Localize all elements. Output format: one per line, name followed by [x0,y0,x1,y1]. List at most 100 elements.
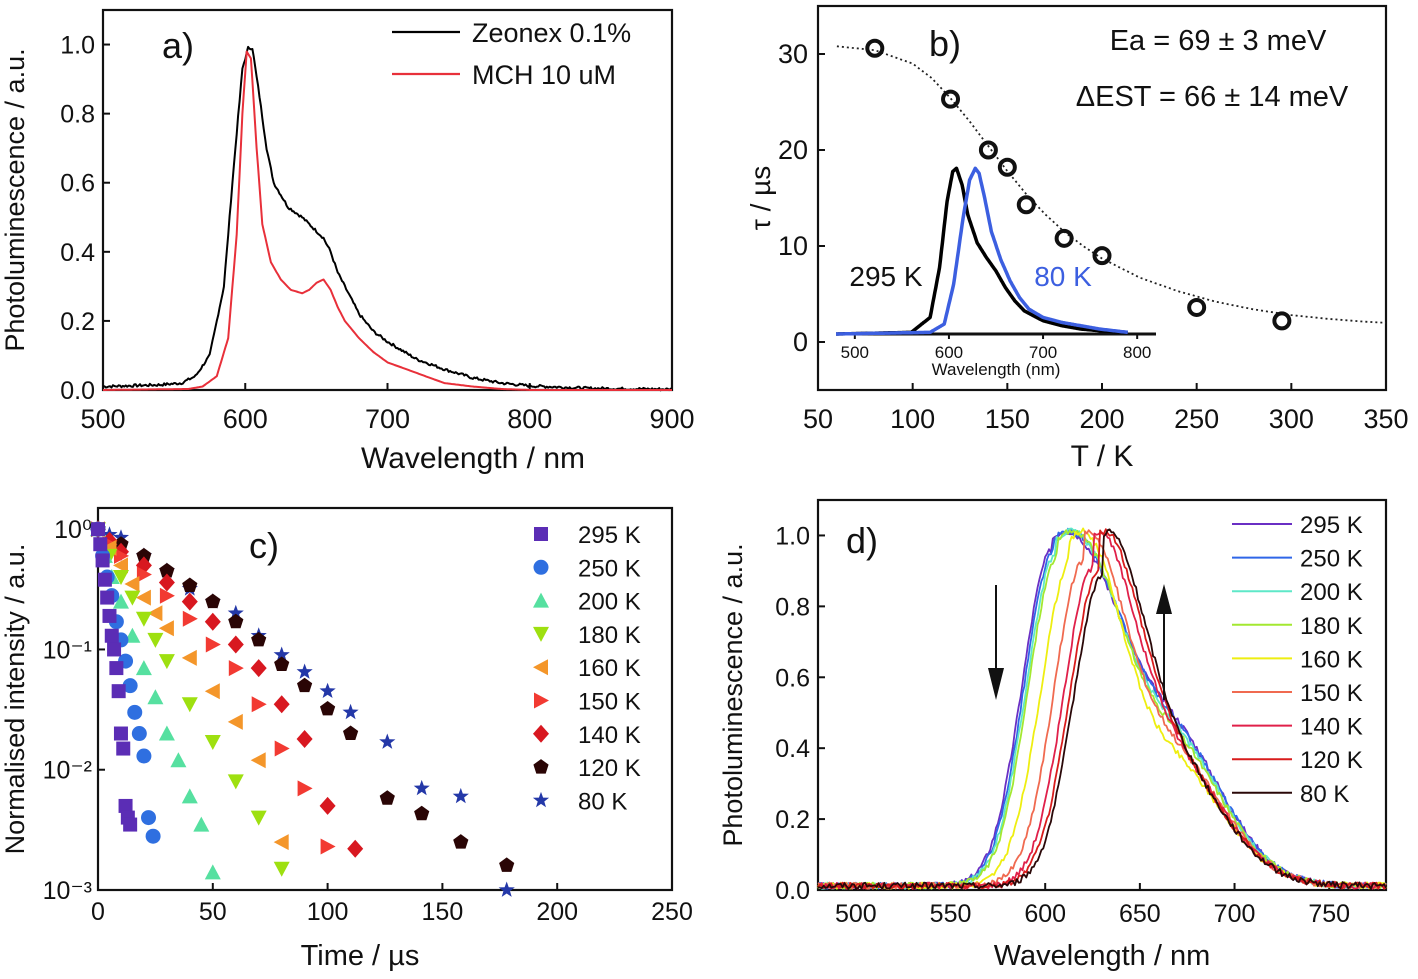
data-point [499,857,515,872]
y-tick-label: 20 [778,135,808,165]
data-point [104,628,119,643]
data-point [147,632,164,648]
x-tick-label: 150 [422,898,464,926]
data-point [251,696,267,713]
arrow-up-head [1156,584,1172,614]
data-point [342,703,359,720]
legend-label: 295 K [578,522,641,549]
legend-marker [533,559,549,575]
data-point [147,605,163,622]
x-axis-label: Wavelength / nm [361,442,585,475]
x-tick-label: 350 [1363,404,1408,434]
data-point [413,779,430,796]
data-point [181,649,197,666]
data-point [1054,228,1074,248]
x-tick-label: 650 [1119,900,1161,928]
legend-label: 150 K [1300,680,1363,707]
data-point [131,726,147,742]
data-point [113,726,128,741]
data-point [95,553,110,568]
data-point [343,725,359,740]
data-point [147,689,164,705]
data-point [124,627,141,643]
data-point [107,642,122,657]
y-axis-label: τ / µs [745,166,776,231]
y-tick-label: 0.4 [60,239,95,267]
data-point [170,752,187,768]
data-point [122,678,138,694]
data-point [116,741,131,756]
data-point [274,740,290,757]
inset-x-tick-label: 800 [1123,343,1151,362]
data-point [111,684,126,699]
x-tick-label: 600 [223,404,268,434]
data-point [124,590,141,606]
data-point [273,861,290,877]
data-point [941,89,961,109]
data-point [319,682,336,698]
x-tick-label: 300 [1269,404,1314,434]
legend-marker [532,791,550,808]
panel-label: d) [846,520,878,561]
y-tick-label: 30 [778,39,808,69]
data-point [91,522,105,537]
data-point [204,612,221,631]
y-tick-label: 10 [778,231,808,261]
y-tick-label: 0.0 [60,377,95,405]
legend-marker [534,692,549,709]
data-point [135,660,152,676]
data-point [251,631,267,647]
x-tick-label: 250 [1174,404,1219,434]
data-point [978,140,998,160]
inset-label-80k: 80 K [1034,261,1092,292]
x-tick-label: 600 [1024,900,1066,928]
y-tick-label: 10⁻³ [43,877,92,905]
y-axis-label: Normalised intensity / a.u. [0,544,30,855]
data-point [136,748,152,764]
data-point [865,38,885,58]
y-tick-label: 0.0 [775,877,810,905]
y-tick-label: 0.8 [775,593,810,621]
y-axis-label: Photoluminescence / a.u. [0,48,30,351]
legend-label: 160 K [578,655,641,682]
data-point [227,713,243,730]
data-point [1187,297,1207,317]
data-point [135,611,152,627]
y-tick-label: 10⁻² [43,757,92,785]
legend-label: 200 K [1300,579,1363,606]
data-point [273,834,289,851]
data-point [158,620,174,637]
legend-label: 295 K [1300,512,1363,539]
y-tick-label: 0.4 [775,735,810,763]
data-point [114,547,129,564]
data-point [1016,195,1036,215]
series-line-zeonex [102,45,673,392]
data-point [498,881,515,897]
x-tick-label: 250 [651,898,693,926]
data-point [97,572,112,587]
legend-label: 250 K [1300,546,1363,573]
y-tick-label: 0.2 [775,806,810,834]
data-point [100,590,115,605]
data-point [93,537,108,552]
legend-label: 200 K [578,589,641,616]
legend-marker [534,527,548,541]
data-point [181,697,198,713]
legend-marker [533,626,549,642]
arrow-down-head [988,668,1004,700]
x-tick-label: 0 [91,898,105,926]
inset-x-tick-label: 500 [841,343,869,362]
data-point [145,828,161,844]
data-point [1092,246,1112,266]
data-point [158,573,175,592]
legend-marker [533,759,549,774]
y-tick-label: 1.0 [775,522,810,550]
x-tick-label: 700 [1214,900,1256,928]
data-point [193,816,210,832]
legend-label: 180 K [578,622,641,649]
legend-label: 140 K [1300,714,1363,741]
inset-label-295k: 295 K [849,261,922,292]
annotation-dest: ΔEST = 66 ± 14 meV [1076,81,1349,113]
data-point [159,562,175,578]
data-point [182,610,198,627]
